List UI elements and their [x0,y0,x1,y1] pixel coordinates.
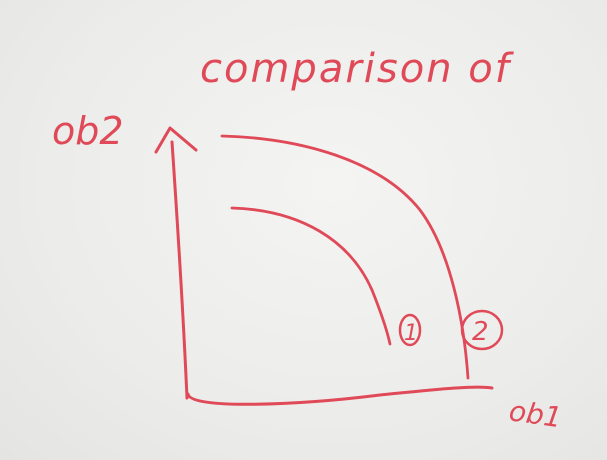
curve-2-marker: 2 [460,309,504,351]
y-axis-label: ob2 [52,109,124,153]
curve-1-marker: 1 [398,313,422,347]
y-axis-line [170,140,189,400]
curve-2-label: 2 [472,317,489,347]
x-axis-label: ob1 [507,394,564,434]
y-axis-arrowhead [154,126,198,154]
diagram-title: comparison of [200,46,515,92]
curve-2 [220,134,470,380]
curve-1-label: 1 [404,321,418,346]
x-axis-line [186,385,494,406]
curve-1 [230,206,392,346]
